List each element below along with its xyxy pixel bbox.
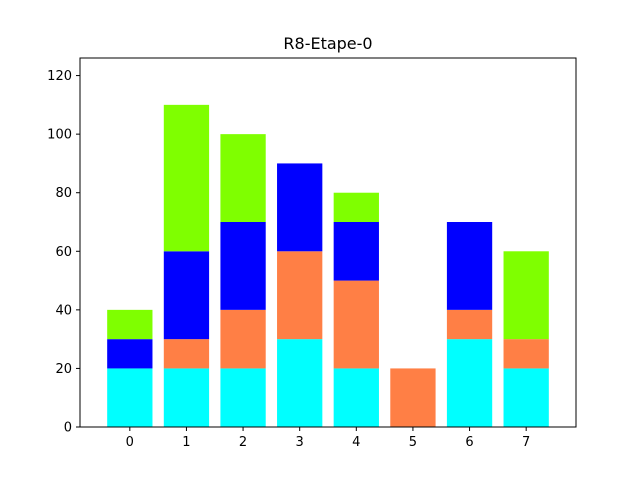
x-tick-label: 5 xyxy=(409,435,417,450)
y-tick-label: 80 xyxy=(55,186,72,201)
bars-layer xyxy=(107,104,549,427)
bar-segment-7-s3 xyxy=(503,251,549,340)
x-tick-label: 7 xyxy=(522,435,530,450)
bar-segment-0-s3 xyxy=(107,309,153,340)
chart-title: R8-Etape-0 xyxy=(283,34,372,53)
bar-segment-1-s3 xyxy=(163,104,210,252)
x-tick-label: 3 xyxy=(296,435,304,450)
bar-segment-1-s1 xyxy=(163,339,210,369)
bar-segment-0-s0 xyxy=(107,368,153,427)
bar-segment-2-s0 xyxy=(220,368,266,427)
bar-segment-4-s1 xyxy=(333,280,379,369)
bar-segment-2-s2 xyxy=(220,222,266,310)
y-tick-label: 20 xyxy=(55,362,72,377)
bar-segment-1-s2 xyxy=(163,251,210,340)
y-tick-label: 40 xyxy=(55,303,72,318)
bar-segment-3-s2 xyxy=(277,163,323,252)
x-axis: 0 1 2 3 4 5 6 7 xyxy=(126,427,530,450)
plot-frame xyxy=(79,57,577,428)
x-tick-label: 2 xyxy=(239,435,247,450)
bar-segment-4-s3 xyxy=(333,192,379,222)
bar-segment-3-s1 xyxy=(277,251,323,340)
bar-segment-7-s1 xyxy=(503,339,549,369)
bar-segment-2-s1 xyxy=(220,309,266,369)
y-tick-label: 100 xyxy=(47,128,72,143)
bar-segment-4-s0 xyxy=(333,368,379,427)
bar-segment-6-s0 xyxy=(446,339,493,427)
y-tick-label: 120 xyxy=(47,69,72,84)
bar-segment-2-s3 xyxy=(220,134,266,222)
x-tick-label: 6 xyxy=(465,435,473,450)
bar-segment-4-s2 xyxy=(333,222,379,281)
y-axis: 0 20 40 60 80 100 120 xyxy=(47,69,80,436)
x-tick-label: 0 xyxy=(126,435,134,450)
bar-segment-1-s0 xyxy=(163,368,210,427)
bar-segment-5-s1 xyxy=(390,368,436,427)
x-tick-label: 1 xyxy=(182,435,190,450)
bar-segment-3-s0 xyxy=(277,339,323,427)
bar-segment-0-s2 xyxy=(107,339,153,369)
y-tick-label: 60 xyxy=(55,245,72,260)
bar-segment-6-s2 xyxy=(446,222,493,310)
bar-segment-7-s0 xyxy=(503,368,549,427)
y-tick-label: 0 xyxy=(64,421,72,436)
bar-segment-6-s1 xyxy=(446,309,493,340)
x-tick-label: 4 xyxy=(352,435,360,450)
